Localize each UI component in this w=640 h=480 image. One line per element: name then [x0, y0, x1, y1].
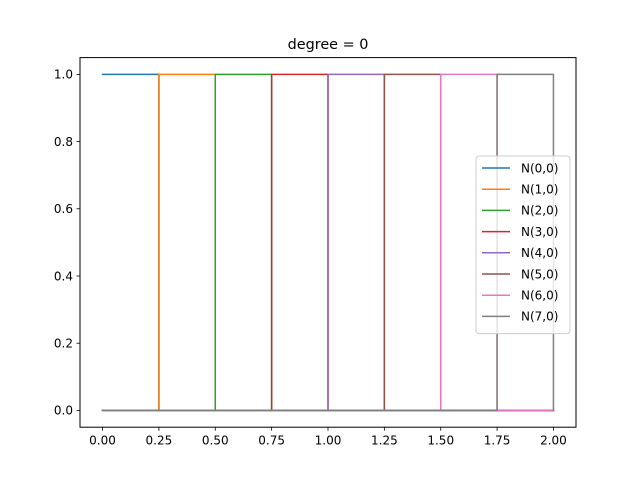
y-tick-label: 0.8: [54, 135, 73, 149]
x-tick-label: 0.50: [202, 434, 229, 448]
series-layer: [101, 73, 555, 412]
legend-box: [475, 155, 571, 335]
legend-label-7: N(7,0): [521, 310, 558, 324]
legend-label-2: N(2,0): [521, 204, 558, 218]
y-tick-label: 1.0: [54, 68, 73, 82]
x-tick-label: 0.25: [146, 434, 173, 448]
legend-label-4: N(4,0): [521, 246, 558, 260]
x-tick-label: 1.50: [427, 434, 454, 448]
legend-label-6: N(6,0): [521, 289, 558, 303]
legend-label-5: N(5,0): [521, 267, 558, 281]
legend: N(0,0) N(1,0) N(2,0) N(3,0) N(4,0) N(5,0) N(6,…: [475, 155, 571, 335]
x-tick-label: 2.00: [540, 434, 567, 448]
x-tick-label: 1.75: [484, 434, 511, 448]
x-tick-label: 0.75: [258, 434, 285, 448]
y-tick-label: 0.4: [54, 269, 73, 283]
x-axis: 0.00 0.25 0.50 0.75 1.00 1.25 1.50 1.75 2.00: [89, 427, 567, 448]
x-tick-label: 0.00: [89, 434, 116, 448]
y-tick-label: 0.6: [54, 202, 73, 216]
y-tick-label: 0.2: [54, 337, 73, 351]
legend-label-1: N(1,0): [521, 183, 558, 197]
x-tick-label: 1.00: [315, 434, 342, 448]
legend-label-3: N(3,0): [521, 225, 558, 239]
y-tick-label: 0.0: [54, 404, 73, 418]
chart-title: degree = 0: [288, 37, 369, 53]
legend-label-0: N(0,0): [521, 161, 558, 175]
y-axis: 0.0 0.2 0.4 0.6 0.8 1.0: [54, 68, 80, 418]
x-tick-label: 1.25: [371, 434, 398, 448]
